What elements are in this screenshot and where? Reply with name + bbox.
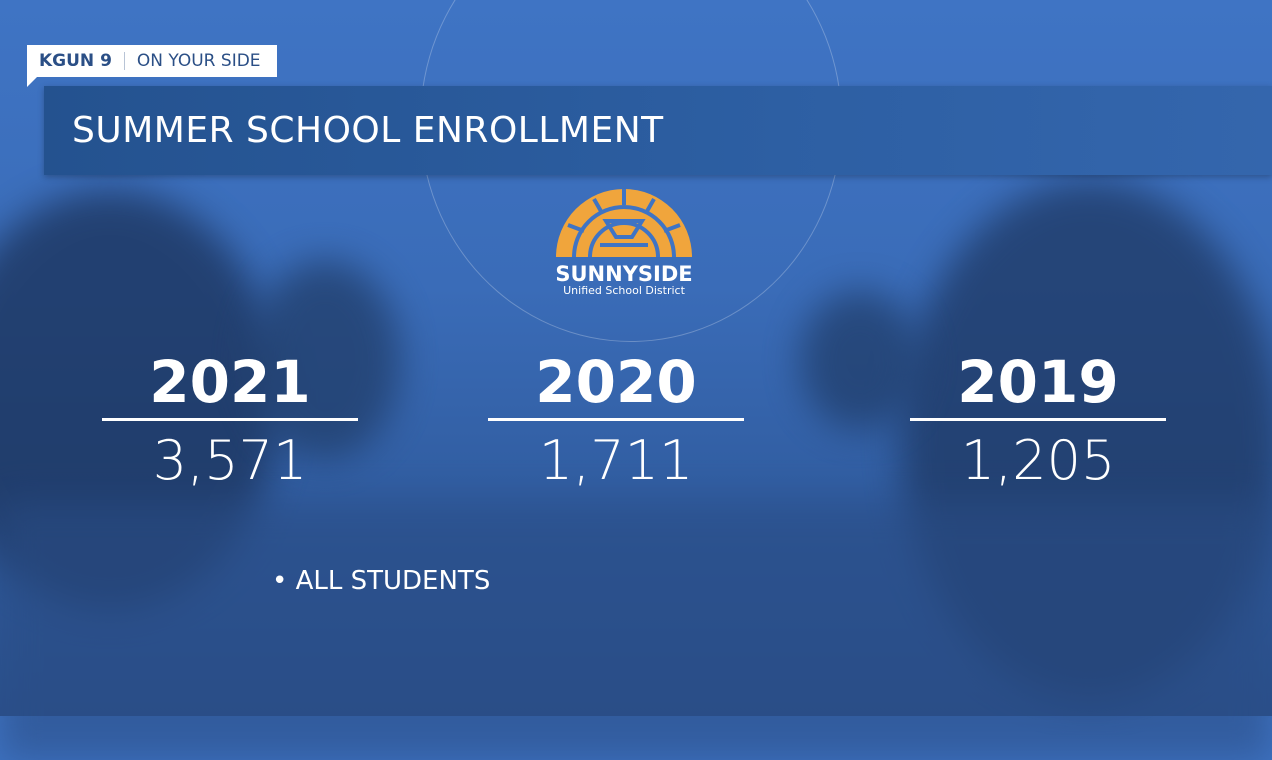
divider bbox=[102, 418, 358, 421]
divider bbox=[123, 52, 125, 70]
background-shape bbox=[250, 260, 400, 460]
district-logo: SUNNYSIDE Unified School District bbox=[552, 185, 696, 297]
sunnyside-emblem-icon bbox=[556, 189, 692, 258]
stat-value: 1,711 bbox=[538, 429, 694, 492]
logo-subtitle: Unified School District bbox=[563, 284, 685, 297]
stat-value: 3,571 bbox=[152, 429, 308, 492]
page-title: SUMMER SCHOOL ENROLLMENT bbox=[72, 110, 664, 151]
divider bbox=[488, 418, 744, 421]
station-name: KGUN 9 bbox=[39, 51, 112, 71]
title-bar: SUMMER SCHOOL ENROLLMENT bbox=[44, 86, 1272, 175]
station-tag: KGUN 9 ON YOUR SIDE bbox=[27, 45, 277, 87]
stat-value: 1,205 bbox=[960, 429, 1116, 492]
logo-name: SUNNYSIDE bbox=[555, 262, 693, 286]
note-bullet: • ALL STUDENTS bbox=[272, 566, 491, 596]
stat-2021: 2021 3,571 bbox=[102, 348, 358, 495]
stat-2020: 2020 1,711 bbox=[488, 348, 744, 495]
background-shape bbox=[800, 290, 920, 430]
stat-2019: 2019 1,205 bbox=[910, 348, 1166, 495]
background-shape bbox=[0, 500, 1272, 760]
divider bbox=[910, 418, 1166, 421]
station-slogan: ON YOUR SIDE bbox=[136, 51, 261, 71]
stat-year: 2021 bbox=[149, 348, 311, 416]
stat-year: 2020 bbox=[535, 348, 697, 416]
stat-year: 2019 bbox=[957, 348, 1119, 416]
